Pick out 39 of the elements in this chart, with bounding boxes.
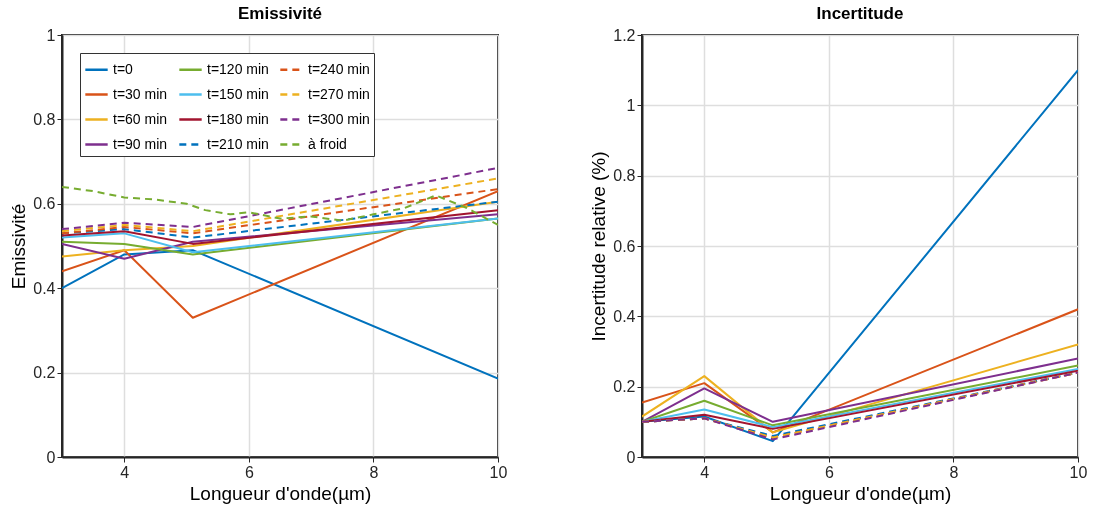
legend-label: t=210 min <box>207 135 269 152</box>
legend-label: t=180 min <box>207 110 269 127</box>
y-tick-label: 0 <box>46 448 56 466</box>
y-tick-label: 0.4 <box>33 279 56 297</box>
y-tick-label: 1 <box>626 96 636 114</box>
x-tick-label: 8 <box>369 463 379 481</box>
x-tick-label: 6 <box>244 463 254 481</box>
x-tick-label: 4 <box>120 463 130 481</box>
x-axis-title: Longueur d'onde(µm) <box>769 482 952 504</box>
x-tick-label: 4 <box>700 463 710 481</box>
y-tick-label: 0 <box>626 448 636 466</box>
legend-label: t=90 min <box>113 135 168 152</box>
x-tick-label: 10 <box>489 463 508 481</box>
y-tick-label: 0.6 <box>33 195 56 213</box>
x-tick-label: 8 <box>949 463 959 481</box>
chart-title: Incertitude <box>816 4 904 23</box>
y-tick-label: 0.8 <box>33 110 56 128</box>
legend-label: t=30 min <box>113 85 168 102</box>
legend-label: à froid <box>308 135 347 152</box>
y-axis-title: Emissivité <box>8 203 30 290</box>
legend-label: t=0 <box>113 60 134 77</box>
y-tick-label: 0.6 <box>613 237 636 255</box>
legend-label: t=60 min <box>113 110 168 127</box>
legend-label: t=300 min <box>308 110 370 127</box>
y-tick-label: 0.4 <box>613 307 636 325</box>
chart-title: Emissivité <box>237 4 323 23</box>
y-tick-label: 0.2 <box>613 378 636 396</box>
legend-label: t=120 min <box>207 60 269 77</box>
x-tick-label: 10 <box>1069 463 1088 481</box>
x-tick-label: 6 <box>824 463 834 481</box>
y-axis-title: Incertitude relative (%) <box>588 151 610 342</box>
legend-label: t=150 min <box>207 85 269 102</box>
legend-label: t=240 min <box>308 60 370 77</box>
x-axis-title: Longueur d'onde(µm) <box>189 482 372 504</box>
y-tick-label: 0.8 <box>613 167 636 185</box>
y-tick-label: 1 <box>46 26 56 44</box>
y-tick-label: 0.2 <box>33 364 56 382</box>
y-tick-label: 1.2 <box>613 26 636 44</box>
legend-label: t=270 min <box>308 85 370 102</box>
